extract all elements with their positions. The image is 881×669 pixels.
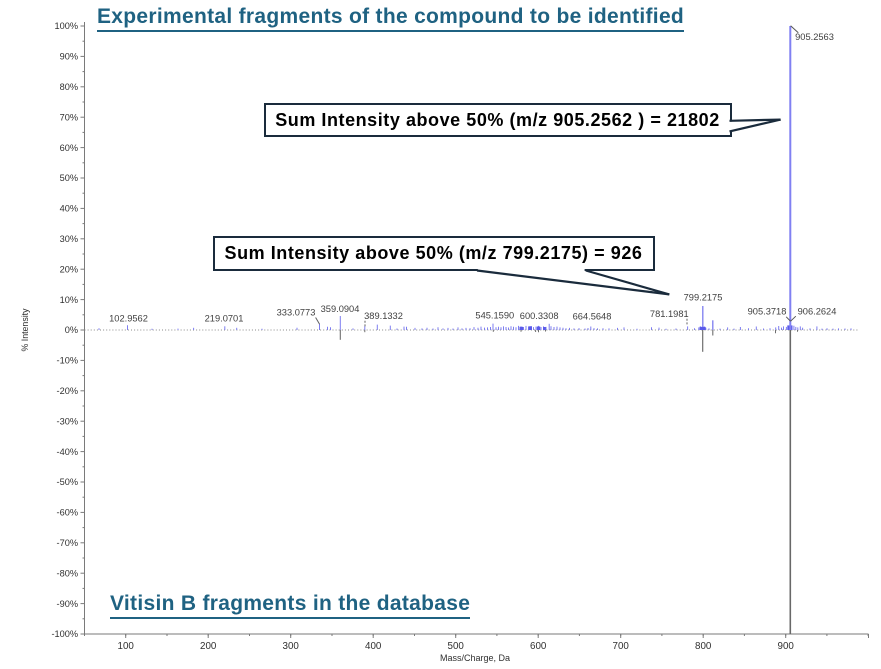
svg-text:-10%: -10% [57,356,78,366]
svg-text:906.2624: 906.2624 [798,306,837,316]
svg-text:-70%: -70% [57,538,78,548]
svg-text:333.0773: 333.0773 [277,307,316,317]
svg-text:-60%: -60% [57,508,78,518]
svg-text:389.1332: 389.1332 [364,311,403,321]
svg-text:-100%: -100% [51,629,78,639]
svg-text:100: 100 [118,641,135,652]
svg-text:-40%: -40% [57,447,78,457]
svg-text:20%: 20% [60,264,78,274]
svg-text:600.3308: 600.3308 [520,311,559,321]
svg-text:219.0701: 219.0701 [205,314,244,324]
svg-text:700: 700 [613,641,630,652]
svg-text:905.2563: 905.2563 [795,32,834,42]
svg-text:-90%: -90% [57,599,78,609]
svg-text:900: 900 [778,641,795,652]
svg-text:70%: 70% [60,112,78,122]
svg-text:-50%: -50% [57,477,78,487]
svg-text:30%: 30% [60,234,78,244]
svg-text:80%: 80% [60,82,78,92]
svg-text:102.9562: 102.9562 [109,314,148,324]
svg-text:545.1590: 545.1590 [475,311,514,321]
svg-text:400: 400 [365,641,382,652]
svg-text:0%: 0% [65,325,78,335]
svg-text:359.0904: 359.0904 [321,304,360,314]
svg-text:60%: 60% [60,143,78,153]
svg-text:50%: 50% [60,173,78,183]
svg-text:90%: 90% [60,52,78,62]
svg-text:500: 500 [448,641,465,652]
svg-text:905.3718: 905.3718 [748,306,787,316]
svg-text:Mass/Charge, Da: Mass/Charge, Da [440,653,510,663]
svg-text:-80%: -80% [57,568,78,578]
svg-text:799.2175: 799.2175 [684,293,723,303]
svg-text:% Intensity: % Intensity [20,308,30,352]
svg-text:600: 600 [530,641,547,652]
svg-text:300: 300 [283,641,300,652]
svg-text:-30%: -30% [57,416,78,426]
svg-text:40%: 40% [60,204,78,214]
svg-text:10%: 10% [60,295,78,305]
svg-text:781.1981: 781.1981 [650,309,689,319]
svg-text:-20%: -20% [57,386,78,396]
svg-text:200: 200 [200,641,217,652]
svg-text:800: 800 [695,641,712,652]
svg-text:100%: 100% [55,21,79,31]
svg-text:664.5648: 664.5648 [573,312,612,322]
